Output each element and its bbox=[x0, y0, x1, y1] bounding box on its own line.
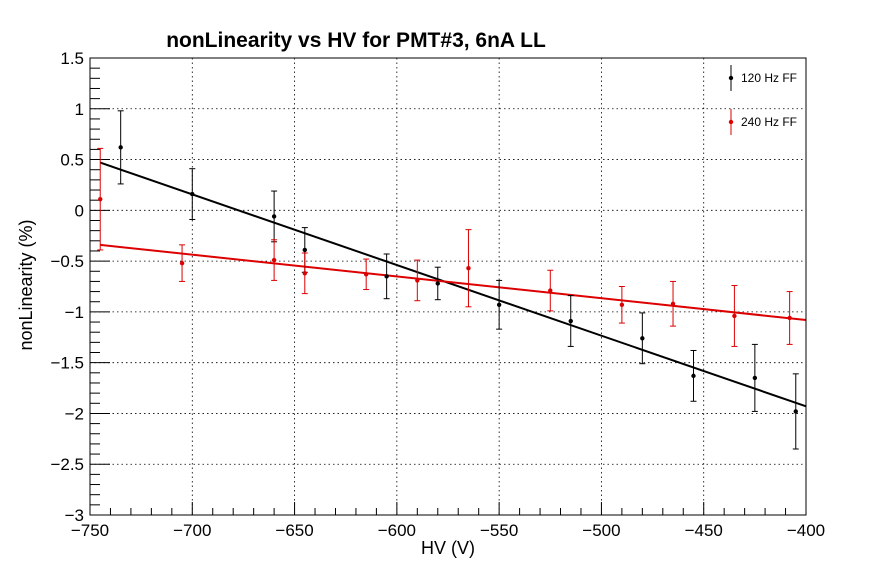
y-tick-label: −3 bbox=[65, 506, 84, 525]
x-tick-labels: −750 −700 −650 −600 −550 −500 −450 −400 bbox=[71, 521, 825, 540]
data-point bbox=[619, 302, 625, 307]
legend-marker bbox=[728, 75, 734, 81]
data-point bbox=[732, 313, 737, 319]
data-point bbox=[179, 260, 185, 266]
data-point bbox=[670, 301, 676, 306]
plot-frame bbox=[89, 57, 807, 516]
axis-ticks bbox=[89, 57, 807, 516]
x-tick-label: −700 bbox=[173, 521, 211, 540]
chart-title: nonLinearity vs HV for PMT#3, 6nA LL bbox=[166, 29, 546, 52]
data-point bbox=[98, 196, 103, 202]
data-point bbox=[752, 375, 758, 381]
data-point bbox=[302, 247, 307, 253]
data-point bbox=[271, 257, 277, 263]
data-point bbox=[118, 145, 123, 150]
x-tick-label: −600 bbox=[378, 521, 416, 540]
y-tick-label: 0 bbox=[75, 201, 84, 220]
x-axis-label: HV (V) bbox=[421, 538, 475, 558]
legend-entry: 120 Hz FF bbox=[741, 71, 797, 85]
data-points bbox=[97, 110, 799, 450]
y-tick-labels: 1.5 1 0.5 0 −0.5 −1 −1.5 −2 −2.5 −3 bbox=[50, 49, 84, 525]
data-point bbox=[190, 191, 195, 197]
data-point bbox=[787, 315, 792, 321]
legend-entry: 240 Hz FF bbox=[741, 115, 797, 129]
x-tick-label: −750 bbox=[71, 521, 109, 540]
data-point bbox=[363, 272, 369, 277]
data-point bbox=[568, 318, 573, 324]
y-tick-label: −2.5 bbox=[50, 455, 84, 474]
data-point bbox=[415, 278, 420, 283]
data-point bbox=[496, 302, 502, 307]
data-point bbox=[271, 214, 277, 219]
fit-lines bbox=[99, 161, 807, 408]
x-tick-label: −550 bbox=[480, 521, 518, 540]
data-point bbox=[302, 271, 307, 276]
y-tick-label: 0.5 bbox=[60, 151, 84, 170]
data-point bbox=[548, 288, 553, 293]
data-point bbox=[384, 274, 389, 279]
x-tick-label: −400 bbox=[787, 521, 825, 540]
y-axis-label: nonLinearity (%) bbox=[16, 219, 36, 350]
data-point bbox=[691, 373, 696, 379]
legend: 120 Hz FF 240 Hz FF bbox=[728, 65, 797, 135]
y-tick-label: 1 bbox=[75, 100, 84, 119]
x-tick-label: −500 bbox=[582, 521, 620, 540]
fit-line bbox=[100, 243, 807, 322]
y-tick-label: −1.5 bbox=[50, 354, 84, 373]
y-tick-label: 1.5 bbox=[60, 49, 84, 68]
y-tick-label: −1 bbox=[65, 303, 84, 322]
data-point bbox=[640, 336, 645, 341]
x-tick-label: −650 bbox=[275, 521, 313, 540]
data-point bbox=[466, 266, 471, 271]
y-tick-label: −0.5 bbox=[50, 252, 84, 271]
x-tick-label: −450 bbox=[685, 521, 723, 540]
data-point bbox=[435, 281, 440, 286]
data-point bbox=[793, 409, 798, 414]
legend-marker bbox=[728, 119, 734, 125]
fit-line bbox=[99, 161, 807, 408]
y-tick-label: −2 bbox=[65, 404, 84, 423]
